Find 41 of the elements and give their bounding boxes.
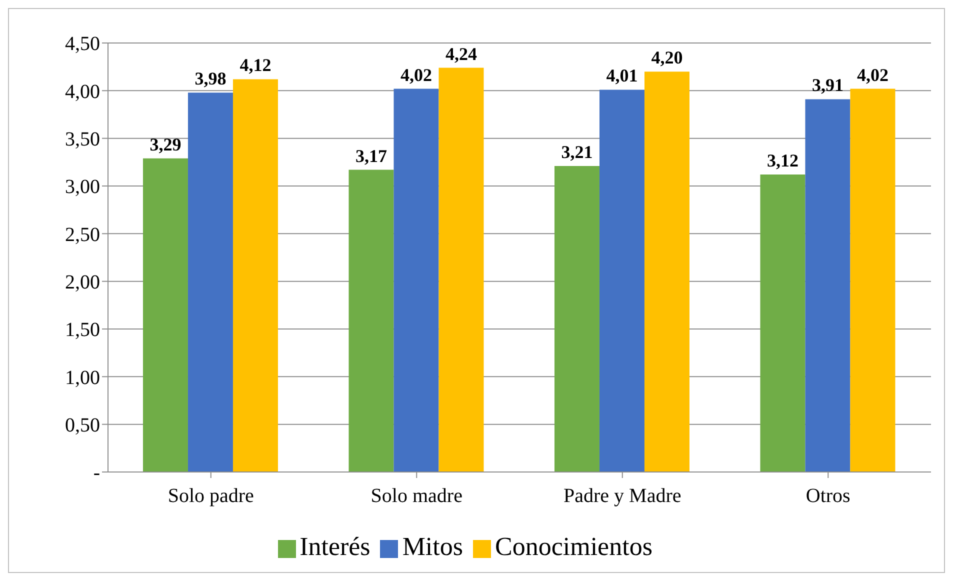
bar	[644, 72, 690, 472]
y-tick-label: 2,00	[65, 271, 100, 294]
bar	[142, 158, 188, 472]
data-label: 3,98	[194, 68, 226, 89]
data-label: 3,91	[812, 75, 844, 96]
x-tick-label: Solo madre	[370, 485, 463, 508]
data-label: 4,12	[240, 55, 272, 76]
bar	[348, 170, 394, 472]
bar	[438, 68, 484, 472]
y-tick-label: 1,00	[65, 366, 100, 389]
y-tick-label: 2,50	[65, 224, 100, 246]
legend-label: Conocimientos	[495, 532, 652, 561]
x-tick-label: Solo padre	[168, 485, 254, 508]
data-label: 3,29	[150, 134, 182, 154]
y-tick-label: 4,50	[65, 33, 100, 56]
bar	[394, 88, 439, 472]
y-tick-label: 3,00	[65, 176, 100, 198]
y-tick-label: 0,50	[65, 414, 100, 436]
data-label: 4,01	[606, 66, 638, 86]
legend-label: Interés	[300, 532, 370, 561]
data-label: 4,02	[856, 64, 888, 85]
bar	[188, 92, 233, 472]
data-label: 3,12	[766, 150, 798, 171]
bar	[850, 88, 896, 472]
y-tick-label: 3,50	[65, 128, 100, 150]
data-label: 3,17	[355, 146, 387, 166]
data-label: 3,21	[561, 142, 593, 162]
x-tick-label: Otros	[806, 485, 851, 508]
bar	[232, 79, 278, 472]
bar	[760, 174, 806, 472]
y-tick-label: 4,00	[65, 80, 100, 103]
y-tick-label: 1,50	[65, 319, 100, 342]
bar	[554, 166, 600, 472]
data-label: 4,20	[651, 48, 683, 68]
x-tick-label: Padre y Madre	[564, 485, 682, 508]
data-label: 4,02	[400, 64, 432, 85]
bar	[599, 90, 644, 472]
y-tick-label: -	[93, 462, 100, 484]
bar	[805, 99, 850, 472]
data-label: 4,24	[445, 44, 477, 64]
legend-label: Mitos	[402, 532, 463, 561]
